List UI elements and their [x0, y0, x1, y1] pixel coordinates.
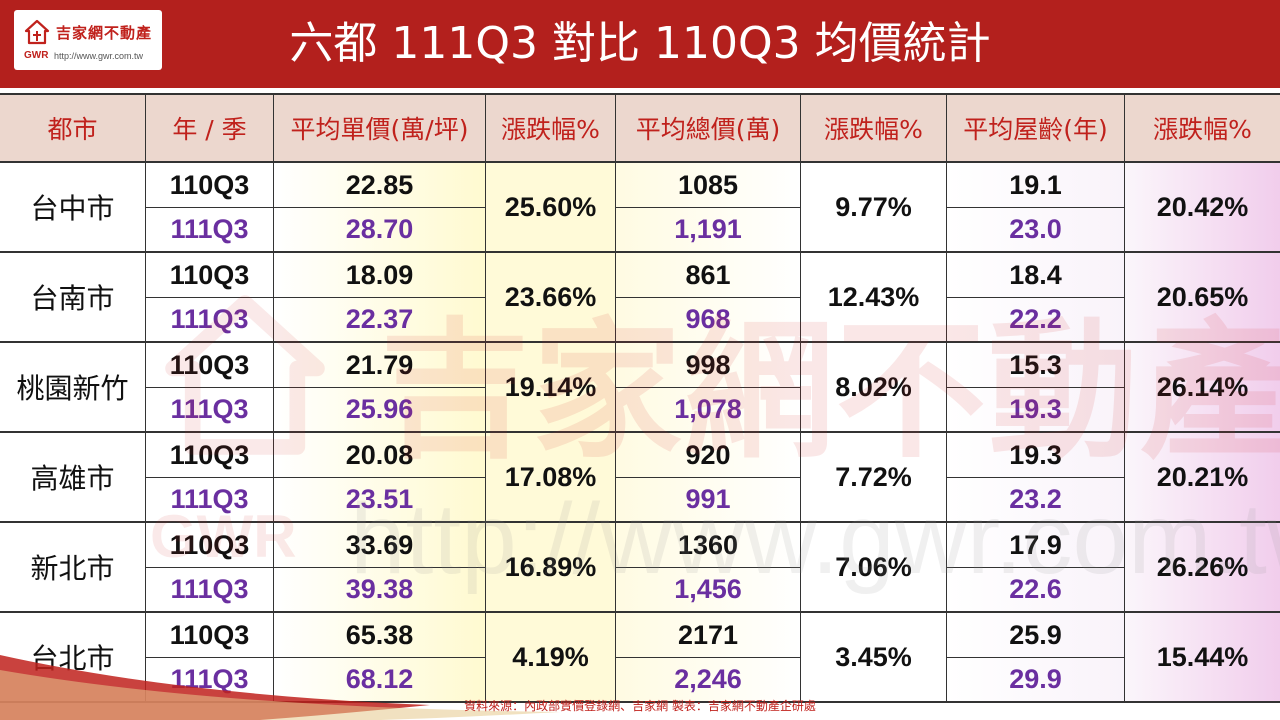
total-price-prev: 2171 — [616, 613, 801, 658]
city-cell: 高雄市 — [0, 433, 146, 523]
period-prev: 110Q3 — [146, 343, 274, 388]
unit-price-prev: 20.08 — [274, 433, 486, 478]
unit-price-change: 16.89% — [486, 523, 616, 613]
unit-price-prev: 21.79 — [274, 343, 486, 388]
unit-price-change: 17.08% — [486, 433, 616, 523]
total-price-prev: 861 — [616, 253, 801, 298]
unit-price-curr: 28.70 — [274, 208, 486, 253]
city-cell: 桃園新竹 — [0, 343, 146, 433]
period-curr: 111Q3 — [146, 388, 274, 433]
house-age-curr: 23.0 — [947, 208, 1125, 253]
header-house-age: 平均屋齡(年) — [947, 95, 1125, 163]
total-price-change: 9.77% — [801, 163, 947, 253]
total-price-change: 12.43% — [801, 253, 947, 343]
page-title: 六都 111Q3 對比 110Q3 均價統計 — [289, 18, 991, 69]
logo: 吉家網不動產 GWR http://www.gwr.com.tw — [14, 10, 162, 70]
total-price-prev: 1085 — [616, 163, 801, 208]
total-price-change: 7.06% — [801, 523, 947, 613]
header-total-price: 平均總價(萬) — [616, 95, 801, 163]
period-curr: 111Q3 — [146, 568, 274, 613]
city-cell: 台北市 — [0, 613, 146, 703]
total-price-change: 3.45% — [801, 613, 947, 703]
total-price-prev: 998 — [616, 343, 801, 388]
city-cell: 新北市 — [0, 523, 146, 613]
house-age-change: 20.65% — [1125, 253, 1280, 343]
unit-price-change: 23.66% — [486, 253, 616, 343]
total-price-curr: 968 — [616, 298, 801, 343]
total-price-curr: 2,246 — [616, 658, 801, 703]
total-price-curr: 1,456 — [616, 568, 801, 613]
unit-price-curr: 23.51 — [274, 478, 486, 523]
total-price-change: 8.02% — [801, 343, 947, 433]
house-age-change: 15.44% — [1125, 613, 1280, 703]
unit-price-prev: 22.85 — [274, 163, 486, 208]
period-curr: 111Q3 — [146, 298, 274, 343]
period-curr: 111Q3 — [146, 208, 274, 253]
header-total-change: 漲跌幅% — [801, 95, 947, 163]
total-price-curr: 991 — [616, 478, 801, 523]
header-period: 年 / 季 — [146, 95, 274, 163]
house-age-curr: 19.3 — [947, 388, 1125, 433]
logo-url: http://www.gwr.com.tw — [54, 51, 144, 61]
house-age-curr: 22.2 — [947, 298, 1125, 343]
house-age-curr: 29.9 — [947, 658, 1125, 703]
price-table: 都市 年 / 季 平均單價(萬/坪) 漲跌幅% 平均總價(萬) 漲跌幅% 平均屋… — [0, 93, 1280, 703]
unit-price-prev: 33.69 — [274, 523, 486, 568]
house-age-prev: 25.9 — [947, 613, 1125, 658]
total-price-prev: 920 — [616, 433, 801, 478]
unit-price-change: 25.60% — [486, 163, 616, 253]
unit-price-curr: 39.38 — [274, 568, 486, 613]
house-age-change: 26.26% — [1125, 523, 1280, 613]
period-prev: 110Q3 — [146, 433, 274, 478]
house-age-prev: 19.3 — [947, 433, 1125, 478]
house-age-change: 20.21% — [1125, 433, 1280, 523]
house-age-prev: 18.4 — [947, 253, 1125, 298]
period-prev: 110Q3 — [146, 253, 274, 298]
period-curr: 111Q3 — [146, 478, 274, 523]
logo-gwr: GWR — [24, 50, 49, 61]
source-note: 資料來源：內政部實價登錄網、吉家網 製表：吉家網不動產企研處 — [464, 699, 816, 713]
house-age-prev: 17.9 — [947, 523, 1125, 568]
title-banner: 吉家網不動產 GWR http://www.gwr.com.tw 六都 111Q… — [0, 0, 1280, 88]
total-price-curr: 1,078 — [616, 388, 801, 433]
header-city: 都市 — [0, 95, 146, 163]
period-prev: 110Q3 — [146, 523, 274, 568]
house-age-change: 20.42% — [1125, 163, 1280, 253]
header-age-change: 漲跌幅% — [1125, 95, 1280, 163]
unit-price-change: 4.19% — [486, 613, 616, 703]
house-age-prev: 15.3 — [947, 343, 1125, 388]
house-age-prev: 19.1 — [947, 163, 1125, 208]
header-unit-price: 平均單價(萬/坪) — [274, 95, 486, 163]
house-age-change: 26.14% — [1125, 343, 1280, 433]
city-cell: 台中市 — [0, 163, 146, 253]
total-price-prev: 1360 — [616, 523, 801, 568]
total-price-change: 7.72% — [801, 433, 947, 523]
unit-price-prev: 18.09 — [274, 253, 486, 298]
unit-price-curr: 22.37 — [274, 298, 486, 343]
house-logo-icon — [24, 19, 50, 45]
house-age-curr: 22.6 — [947, 568, 1125, 613]
unit-price-change: 19.14% — [486, 343, 616, 433]
unit-price-curr: 25.96 — [274, 388, 486, 433]
header-unit-change: 漲跌幅% — [486, 95, 616, 163]
period-prev: 110Q3 — [146, 163, 274, 208]
city-cell: 台南市 — [0, 253, 146, 343]
unit-price-prev: 65.38 — [274, 613, 486, 658]
logo-name: 吉家網不動產 — [56, 24, 153, 42]
house-age-curr: 23.2 — [947, 478, 1125, 523]
total-price-curr: 1,191 — [616, 208, 801, 253]
period-prev: 110Q3 — [146, 613, 274, 658]
